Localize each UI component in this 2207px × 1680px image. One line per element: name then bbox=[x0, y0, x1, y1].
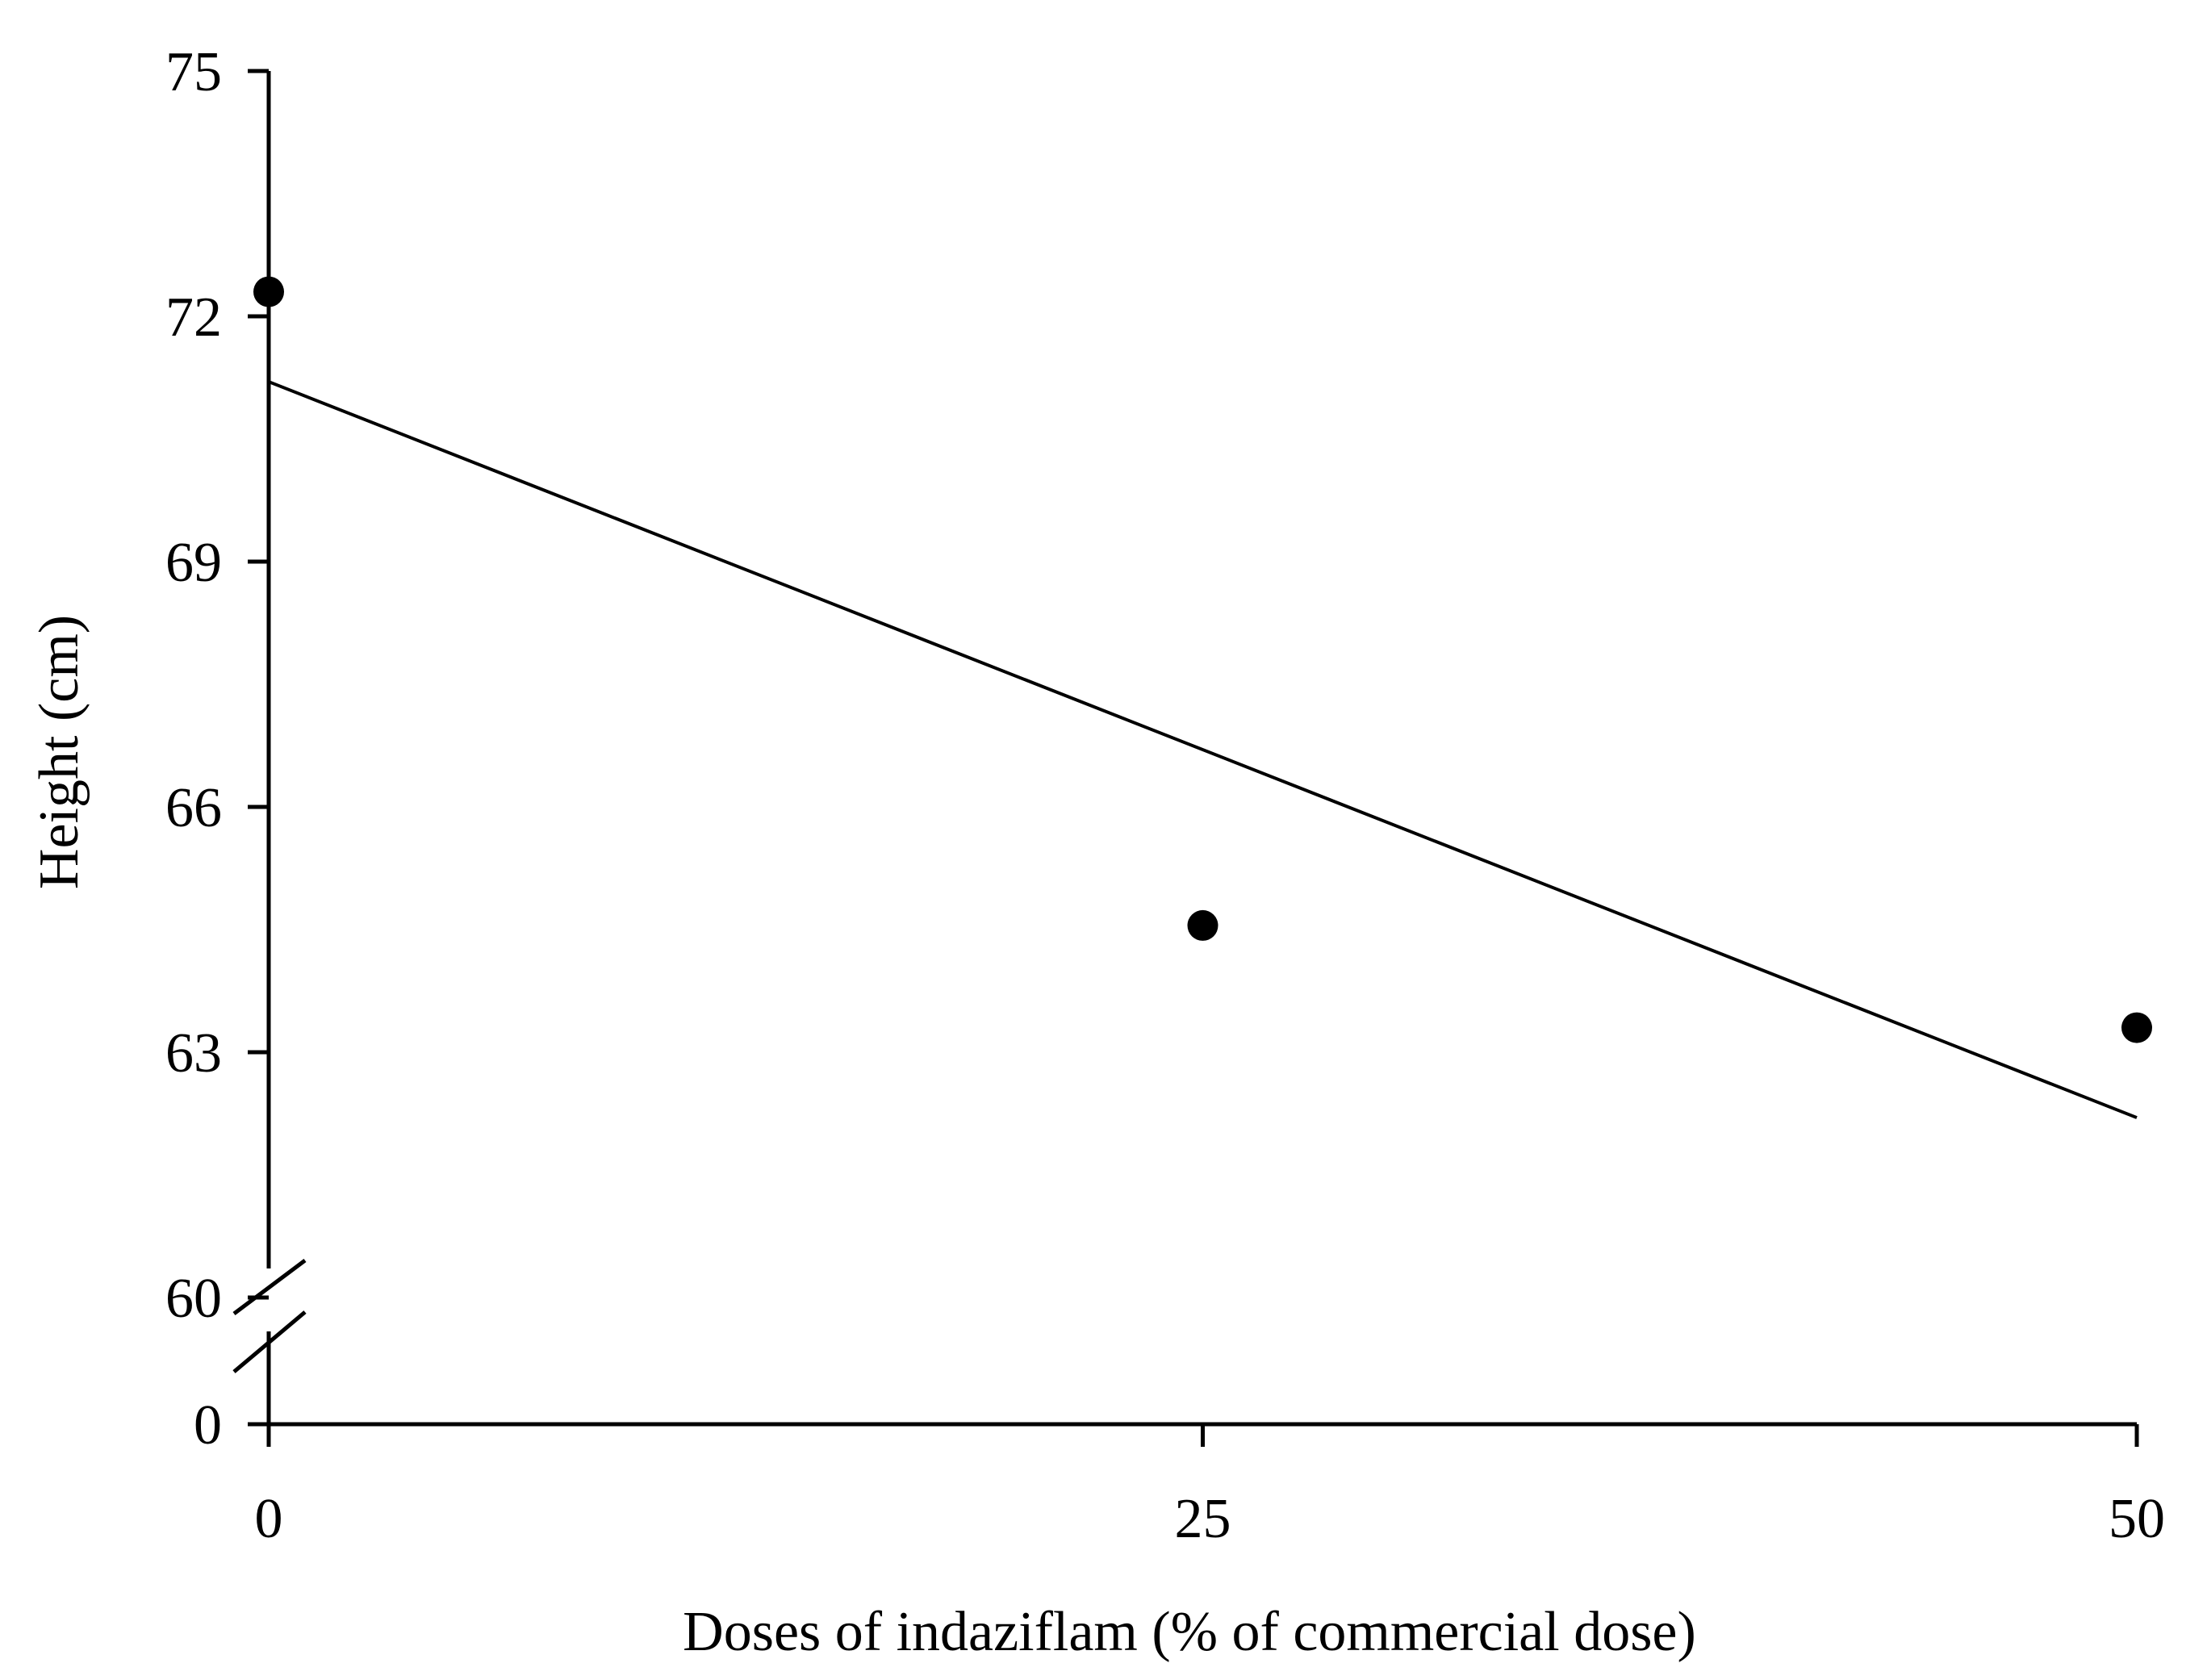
x-tick-label: 0 bbox=[255, 1488, 283, 1550]
axes: 0 60 63 66 69 72 75 0 25 50 bbox=[165, 41, 2165, 1550]
regression-line bbox=[268, 380, 2138, 1119]
x-tick-label: 50 bbox=[2109, 1488, 2165, 1550]
plot-marks bbox=[253, 276, 2152, 1119]
y-tick-label: 63 bbox=[165, 1022, 222, 1084]
x-axis-title: Doses of indaziflam (% of commercial dos… bbox=[683, 1601, 1696, 1663]
y-axis-title: Height (cm) bbox=[28, 615, 90, 889]
y-tick-label: 0 bbox=[194, 1394, 222, 1456]
data-point bbox=[2121, 1012, 2152, 1043]
y-tick-label: 66 bbox=[165, 777, 222, 839]
y-tick-label: 75 bbox=[165, 41, 222, 103]
x-tick-label: 25 bbox=[1175, 1488, 1231, 1550]
y-tick-label: 69 bbox=[165, 532, 222, 594]
y-tick-label: 60 bbox=[165, 1268, 222, 1330]
y-tick-label: 72 bbox=[165, 286, 222, 349]
y-axis-break-mark bbox=[232, 1259, 307, 1315]
data-point bbox=[1187, 909, 1218, 941]
data-point bbox=[253, 276, 284, 307]
y-axis-break-mark bbox=[232, 1310, 307, 1373]
